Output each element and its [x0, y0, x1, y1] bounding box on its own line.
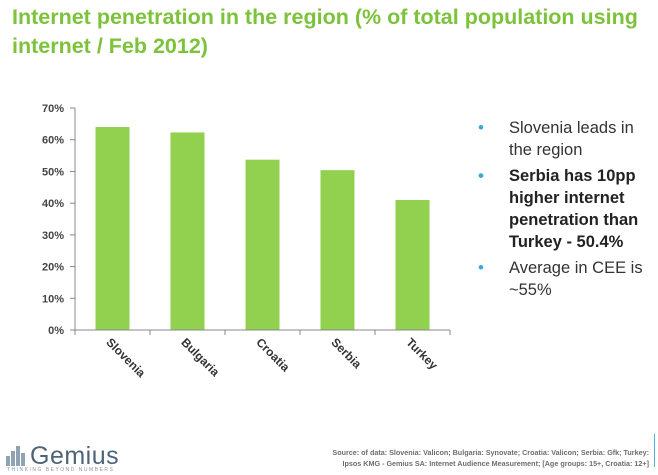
x-tick-label-slovenia: Slovenia [103, 335, 148, 380]
accent-divider [654, 434, 655, 467]
bullet-item-1: • Slovenia leads in the region [478, 117, 653, 161]
bar-series [95, 127, 430, 331]
logo-name: Gemius [30, 442, 120, 470]
logo-tagline: THINKING BEYOND NUMBERS [7, 467, 115, 473]
source-note: Source: of data: Slovenia: Valicon; Bulg… [189, 447, 649, 469]
bar-slovenia [95, 127, 130, 331]
bullet-icon: • [478, 258, 484, 277]
slide-title: Internet penetration in the region (% of… [12, 5, 638, 58]
x-tick-label-bulgaria: Bulgaria [178, 335, 222, 379]
bullet-list: • Slovenia leads in the region • Serbia ha… [478, 117, 653, 305]
y-tick-label: 50% [42, 166, 64, 178]
x-tick-label-serbia: Serbia [328, 335, 364, 371]
y-tick-label: 40% [42, 198, 64, 210]
bar-turkey [395, 199, 430, 330]
x-tick-label-croatia: Croatia [253, 335, 292, 374]
bullet-text-2: Serbia has 10pp higher internet penetrat… [509, 167, 639, 251]
bar-croatia [245, 159, 280, 330]
y-tick-label: 20% [42, 262, 64, 274]
source-line-2: Ipsos KMG - Gemius SA: Internet Audience… [342, 459, 649, 468]
y-tick-label: 10% [42, 293, 64, 305]
bullet-icon: • [478, 166, 484, 185]
bullet-text-1: Slovenia leads in the region [509, 119, 634, 159]
y-axis: 0% 10% 20% 30% 40% 50% 60% 70% [42, 103, 76, 337]
bullet-item-3: • Average in CEE is ~55% [478, 257, 653, 301]
x-tick-label-turkey: Turkey [403, 335, 440, 372]
logo-bars-icon [6, 446, 25, 466]
bar-serbia [320, 170, 355, 330]
bullet-text-3: Average in CEE is ~55% [509, 259, 643, 299]
bullet-icon: • [478, 118, 484, 137]
y-tick-label: 70% [42, 103, 64, 115]
source-line-1: Source: of data: Slovenia: Valicon; Bulg… [332, 448, 649, 457]
x-axis: Slovenia Bulgaria Croatia Serbia Turkey [74, 329, 451, 380]
bullet-item-2: • Serbia has 10pp higher internet penetra… [478, 165, 653, 253]
bar-bulgaria [170, 132, 205, 330]
y-tick-label: 60% [42, 135, 64, 147]
y-tick-label: 0% [48, 325, 64, 337]
y-tick-label: 30% [42, 230, 64, 242]
